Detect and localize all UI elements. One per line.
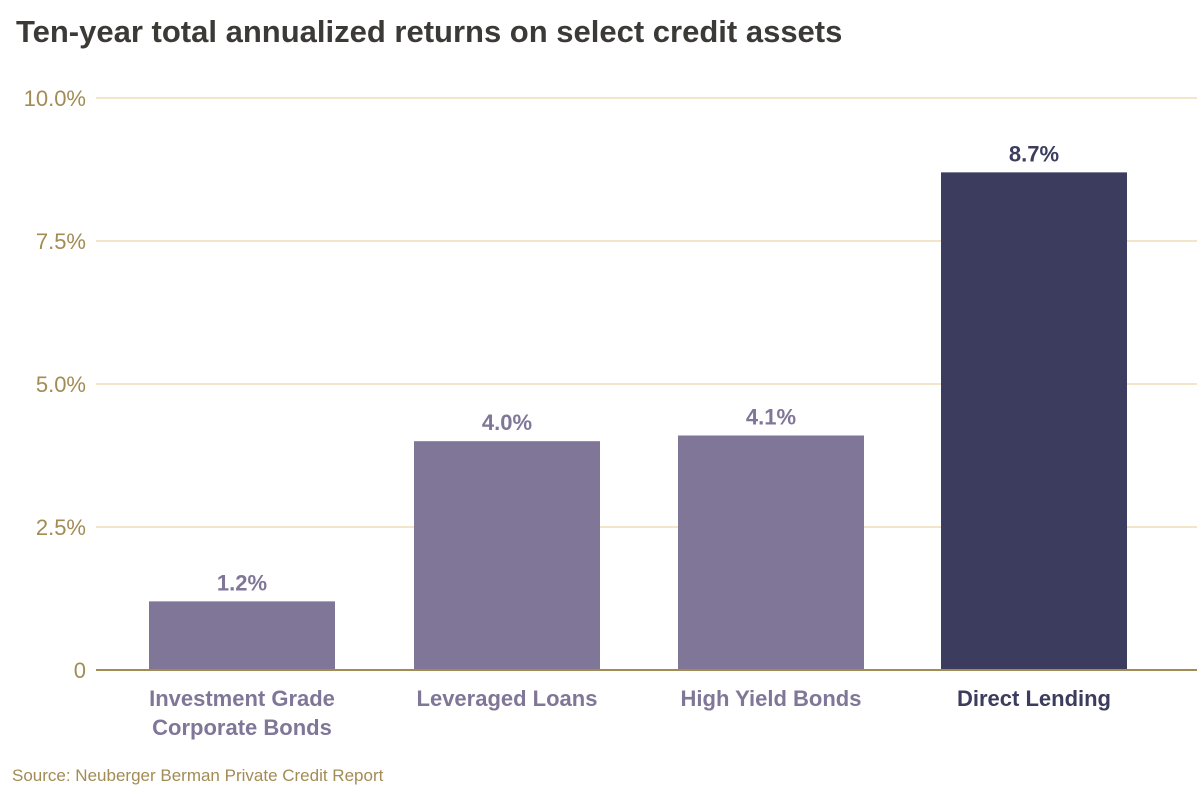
category-label: Corporate Bonds [152, 715, 332, 740]
category-label: Leveraged Loans [417, 686, 598, 711]
y-tick-label: 7.5% [36, 229, 86, 254]
y-tick-label: 2.5% [36, 515, 86, 540]
bar [414, 441, 600, 670]
bar [678, 435, 864, 670]
data-label: 8.7% [1009, 141, 1059, 166]
data-label: 4.1% [746, 404, 796, 429]
category-label: Investment Grade [149, 686, 335, 711]
y-tick-label: 5.0% [36, 372, 86, 397]
bar [941, 172, 1127, 671]
source-note: Source: Neuberger Berman Private Credit … [12, 766, 384, 785]
data-label: 4.0% [482, 410, 532, 435]
bar [149, 601, 335, 670]
category-label: Direct Lending [957, 686, 1111, 711]
y-tick-label: 10.0% [24, 86, 86, 111]
category-label: High Yield Bonds [681, 686, 862, 711]
data-label: 1.2% [217, 570, 267, 595]
y-tick-label: 0 [74, 658, 86, 683]
chart-title: Ten-year total annualized returns on sel… [16, 14, 843, 49]
